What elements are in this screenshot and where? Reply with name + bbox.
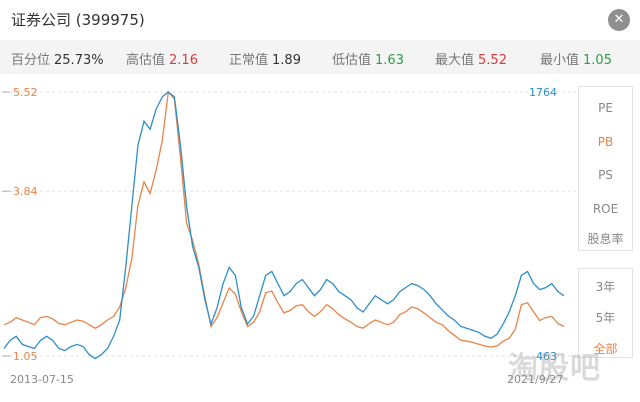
stat-label: 低估值	[332, 53, 372, 68]
stat-value: 25.73%	[54, 53, 104, 68]
stat-normal: 正常值 1.89	[229, 49, 301, 68]
right-axis-tick-label: 1764	[529, 86, 557, 99]
metric-tab-dividend[interactable]: 股息率	[587, 232, 624, 246]
stat-max: 最大值 5.52	[435, 49, 507, 68]
metric-tab-pb[interactable]: PB	[597, 135, 614, 149]
valuation-chart[interactable]: 5.52 3.84 1.05 1764 463	[0, 84, 580, 364]
stat-value: 2.16	[169, 53, 198, 68]
stat-label: 正常值	[229, 53, 269, 68]
stat-label: 最小值	[540, 53, 580, 68]
stat-label: 百分位	[11, 53, 51, 68]
pb-series-line	[3, 90, 565, 348]
stat-min: 最小值 1.05	[540, 49, 612, 68]
watermark: 淘股吧	[508, 351, 601, 386]
metric-tab-pe[interactable]: PE	[598, 101, 613, 115]
stat-value: 1.89	[272, 53, 301, 68]
period-tab-all[interactable]: 全部	[593, 342, 618, 356]
stat-label: 最大值	[435, 53, 475, 68]
period-tab-3y[interactable]: 3年	[595, 280, 616, 294]
metric-tab-ps[interactable]: PS	[598, 168, 613, 182]
page-title: 证券公司 (399975)	[11, 11, 145, 29]
stat-value: 5.52	[478, 53, 507, 68]
title-bar: 证券公司 (399975) ✕	[0, 0, 640, 40]
stat-low: 低估值 1.63	[332, 49, 404, 68]
metric-tab-roe[interactable]: ROE	[592, 202, 619, 216]
stat-value: 1.05	[583, 53, 612, 68]
stat-high: 高估值 2.16	[126, 49, 198, 68]
stat-percentile: 百分位 25.73%	[11, 49, 104, 68]
period-selector: 3年 5年 全部	[578, 268, 633, 358]
stat-value: 1.63	[375, 53, 404, 68]
stats-bar: 百分位 25.73% 高估值 2.16 正常值 1.89 低估值 1.63 最大值 5.5…	[0, 40, 640, 74]
period-tab-5y[interactable]: 5年	[595, 311, 616, 325]
close-icon[interactable]: ✕	[608, 9, 630, 31]
x-axis-end-label: 2021/9/27	[507, 373, 564, 386]
left-axis-tick-label: 1.05	[13, 350, 38, 363]
x-axis-start-label: 2013-07-15	[10, 373, 74, 386]
metric-selector: PE PB PS ROE 股息率	[578, 86, 633, 251]
stat-label: 高估值	[126, 53, 166, 68]
left-axis-tick-label: 3.84	[13, 185, 38, 198]
index-series-line	[3, 91, 565, 360]
left-axis-tick-label: 5.52	[13, 86, 38, 99]
right-axis-tick-label: 463	[536, 350, 557, 363]
